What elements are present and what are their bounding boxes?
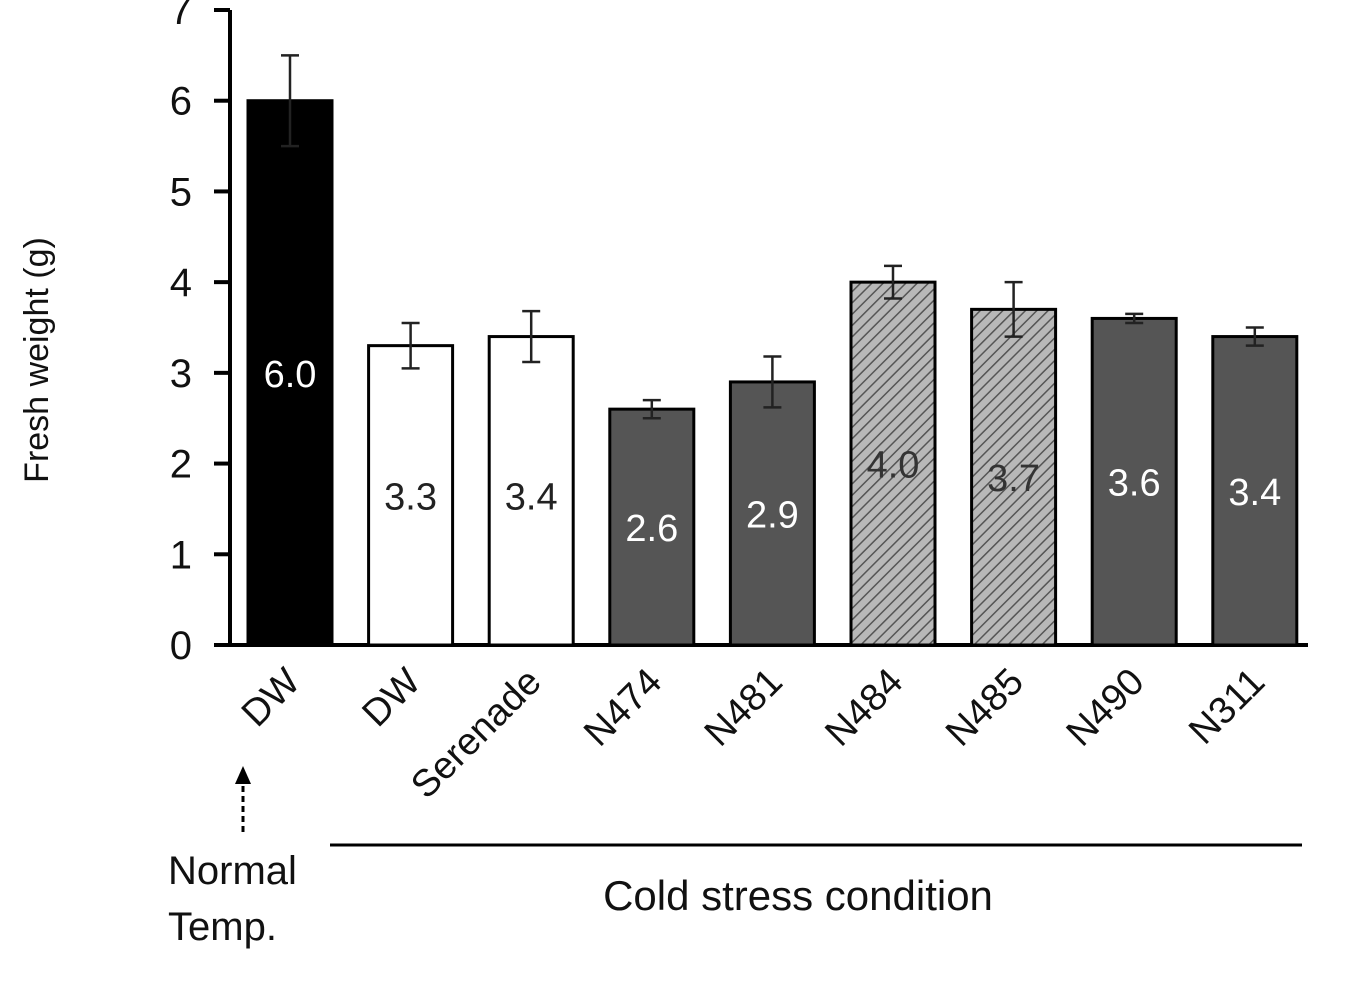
normal-label-line1: Normal (168, 849, 297, 893)
y-axis: 0 1 2 3 4 5 6 7 (170, 0, 230, 668)
bar-value-label: 3.7 (987, 458, 1040, 500)
y-tick-label: 5 (170, 170, 192, 214)
y-tick-label: 4 (170, 261, 192, 305)
x-tick-label: Serenade (403, 661, 549, 807)
x-tick-label: N484 (817, 661, 911, 755)
normal-temp-group: Normal Temp. (168, 766, 297, 949)
x-tick-label: N481 (697, 661, 791, 755)
x-tick-label: N490 (1059, 661, 1153, 755)
bar-value-label: 2.9 (746, 494, 799, 536)
cold-stress-group: Cold stress condition (330, 845, 1302, 919)
x-tick-label: N311 (1181, 661, 1273, 753)
x-tick-labels: DWDWSerenadeN474N481N484N485N490N311 (234, 661, 1273, 807)
y-axis-label: Fresh weight (g) (18, 237, 56, 483)
x-tick-label: N485 (938, 661, 1032, 755)
bar-value-label: 3.6 (1108, 463, 1161, 505)
x-tick-label: DW (234, 661, 309, 736)
x-tick-label: N474 (576, 661, 670, 755)
bar-value-label: 6.0 (264, 354, 317, 396)
bar-value-label: 2.6 (625, 508, 678, 550)
bar-value-label: 3.4 (1228, 472, 1281, 514)
bar-value-label: 3.4 (505, 476, 558, 518)
cold-group-label: Cold stress condition (603, 872, 993, 919)
y-tick-label: 2 (170, 443, 192, 487)
x-tick-label: DW (354, 661, 429, 736)
y-ticks: 0 1 2 3 4 5 6 7 (170, 0, 230, 668)
bar-value-label: 4.0 (867, 445, 920, 487)
y-tick-label: 7 (170, 0, 192, 33)
y-tick-label: 1 (170, 533, 192, 577)
normal-label-line2: Temp. (168, 905, 277, 949)
bar-value-label: 3.3 (384, 476, 437, 518)
y-tick-label: 3 (170, 352, 192, 396)
y-tick-label: 6 (170, 80, 192, 124)
y-tick-label: 0 (170, 624, 192, 668)
normal-arrow-head (235, 766, 251, 784)
